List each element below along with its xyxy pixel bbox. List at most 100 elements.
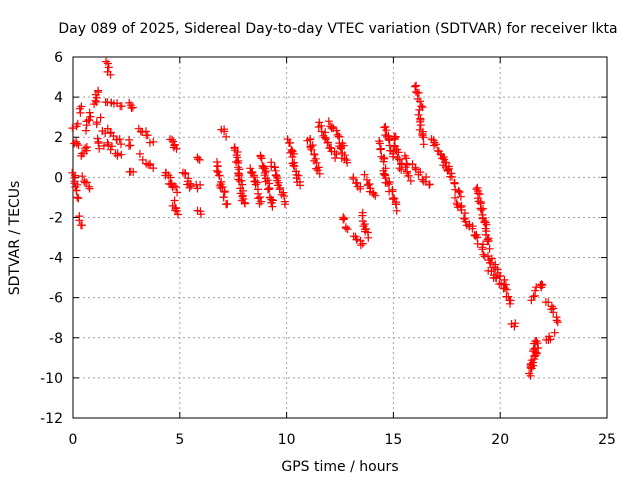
data-point	[333, 130, 342, 139]
data-point	[72, 186, 81, 195]
data-point	[82, 143, 91, 151]
data-point	[290, 162, 299, 171]
chart-title: Day 089 of 2025, Sidereal Day-to-day VTE…	[58, 21, 617, 37]
data-point	[332, 126, 341, 135]
data-point	[550, 328, 559, 337]
data-point	[220, 188, 229, 197]
data-point	[92, 93, 101, 102]
data-point	[511, 319, 520, 328]
data-point	[369, 190, 378, 198]
x-tick-label: 15	[384, 432, 402, 448]
data-point	[324, 117, 333, 126]
data-point	[263, 176, 272, 185]
data-point	[115, 135, 124, 144]
data-point	[255, 199, 264, 208]
data-point	[138, 155, 147, 164]
data-point	[365, 180, 374, 188]
y-tick-label: -2	[49, 210, 63, 226]
data-point	[415, 105, 424, 114]
data-point	[95, 144, 104, 153]
x-tick-label: 10	[278, 432, 296, 448]
x-tick-label: 0	[69, 432, 78, 448]
data-point	[416, 168, 425, 177]
data-point	[294, 171, 303, 180]
data-point	[406, 176, 415, 185]
data-point	[425, 180, 434, 189]
axis-ticks: 0 5 10 15 20 25 -12 -10 -8 -6 -4 -2 0 2 4 6	[40, 50, 616, 448]
y-axis-label: SDTVAR / TECUs	[7, 181, 23, 296]
data-point	[262, 167, 271, 176]
data-point	[108, 142, 116, 151]
data-point	[418, 131, 427, 140]
data-point	[393, 154, 402, 162]
data-point	[234, 171, 243, 180]
data-point	[73, 193, 82, 202]
data-point	[360, 170, 369, 179]
data-point	[502, 285, 511, 294]
data-point	[317, 127, 326, 136]
data-point	[392, 206, 401, 215]
y-tick-label: -6	[49, 291, 63, 307]
data-point	[353, 178, 361, 187]
data-point	[286, 138, 295, 147]
data-point	[113, 151, 122, 160]
data-point	[452, 199, 461, 208]
data-point	[553, 318, 562, 327]
data-point	[77, 102, 86, 111]
data-point	[547, 302, 556, 311]
data-point	[172, 144, 181, 153]
data-point	[219, 193, 228, 202]
data-point	[94, 139, 103, 148]
data-point	[311, 154, 320, 163]
data-point	[106, 70, 115, 79]
data-point	[251, 180, 260, 189]
data-point	[230, 143, 239, 152]
data-point	[331, 154, 340, 162]
y-tick-label: -4	[49, 251, 63, 267]
data-point	[135, 149, 144, 158]
data-point	[74, 141, 83, 150]
y-tick-label: 4	[54, 90, 63, 106]
x-tick-label: 5	[175, 432, 184, 448]
data-point	[447, 172, 456, 181]
data-point	[218, 182, 227, 191]
data-point	[364, 180, 373, 189]
data-point	[362, 175, 371, 184]
data-point	[526, 371, 535, 380]
data-point	[75, 216, 84, 225]
data-point	[196, 207, 205, 216]
data-point	[213, 158, 221, 166]
data-point	[384, 180, 393, 189]
data-point	[73, 119, 82, 128]
data-point	[411, 165, 420, 174]
data-point	[531, 286, 540, 295]
data-point	[419, 133, 428, 142]
data-point	[172, 206, 181, 215]
y-tick-label: -8	[49, 331, 63, 347]
data-point	[500, 284, 509, 293]
y-tick-label: -10	[40, 371, 63, 387]
data-point	[549, 308, 558, 317]
data-point	[103, 59, 112, 68]
data-point	[96, 113, 105, 122]
data-point	[73, 180, 82, 189]
data-points	[68, 57, 562, 380]
data-point	[138, 128, 147, 136]
data-point	[149, 137, 158, 146]
data-point	[404, 171, 413, 180]
data-point	[102, 57, 110, 66]
data-point	[281, 200, 289, 209]
data-point	[381, 171, 390, 180]
data-point	[241, 199, 249, 208]
data-point	[77, 221, 85, 230]
y-tick-label: 0	[54, 170, 63, 186]
data-point	[129, 167, 138, 176]
data-point	[441, 158, 450, 167]
data-point	[215, 171, 224, 180]
data-point	[264, 185, 273, 194]
data-point	[253, 178, 262, 187]
data-point	[479, 250, 488, 259]
data-point	[552, 316, 561, 325]
data-point	[364, 233, 373, 242]
data-point	[537, 280, 546, 289]
